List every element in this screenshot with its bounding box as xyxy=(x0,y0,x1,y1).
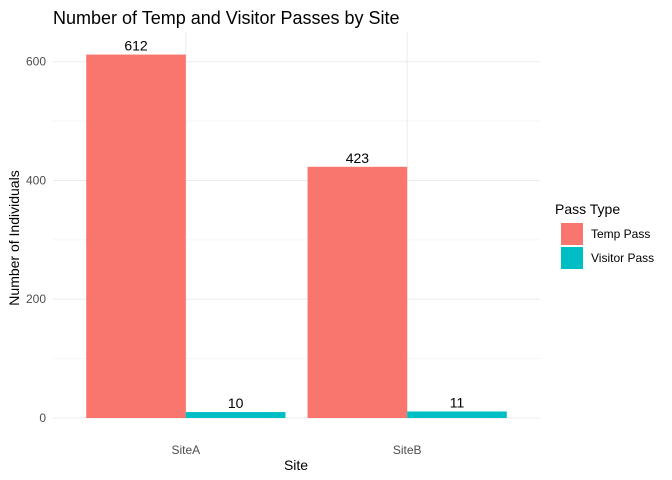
y-tick-label: 600 xyxy=(26,55,46,69)
bar xyxy=(86,54,186,418)
x-tick-label: SiteA xyxy=(171,443,200,457)
bar-value-label: 612 xyxy=(124,38,148,54)
bar-value-label: 11 xyxy=(450,394,465,410)
y-tick-label: 200 xyxy=(26,292,46,306)
legend: Pass Type Temp Pass Visitor Pass xyxy=(555,201,654,269)
bar xyxy=(185,412,286,418)
plot-area: 612 10 423 11 xyxy=(53,32,540,419)
legend-label: Visitor Pass xyxy=(591,251,654,265)
legend-label: Temp Pass xyxy=(591,227,650,241)
x-axis-ticks: SiteA SiteB xyxy=(171,443,421,457)
y-tick-label: 0 xyxy=(39,411,46,425)
legend-swatch xyxy=(561,247,583,269)
y-tick-label: 400 xyxy=(26,173,46,187)
bar-value-label: 10 xyxy=(228,395,244,411)
y-axis-title: Number of Individuals xyxy=(6,170,22,305)
bar xyxy=(307,166,408,418)
legend-swatch xyxy=(561,223,583,245)
bar-value-label: 423 xyxy=(346,150,370,166)
bar-labels: 612 10 423 11 xyxy=(124,38,464,411)
bars xyxy=(86,54,507,418)
y-axis-ticks: 0 200 400 600 xyxy=(26,55,46,425)
chart-title: Number of Temp and Visitor Passes by Sit… xyxy=(53,8,400,28)
x-axis-title: Site xyxy=(284,457,308,473)
legend-title: Pass Type xyxy=(555,201,620,217)
bar xyxy=(407,411,507,418)
x-tick-label: SiteB xyxy=(393,443,422,457)
